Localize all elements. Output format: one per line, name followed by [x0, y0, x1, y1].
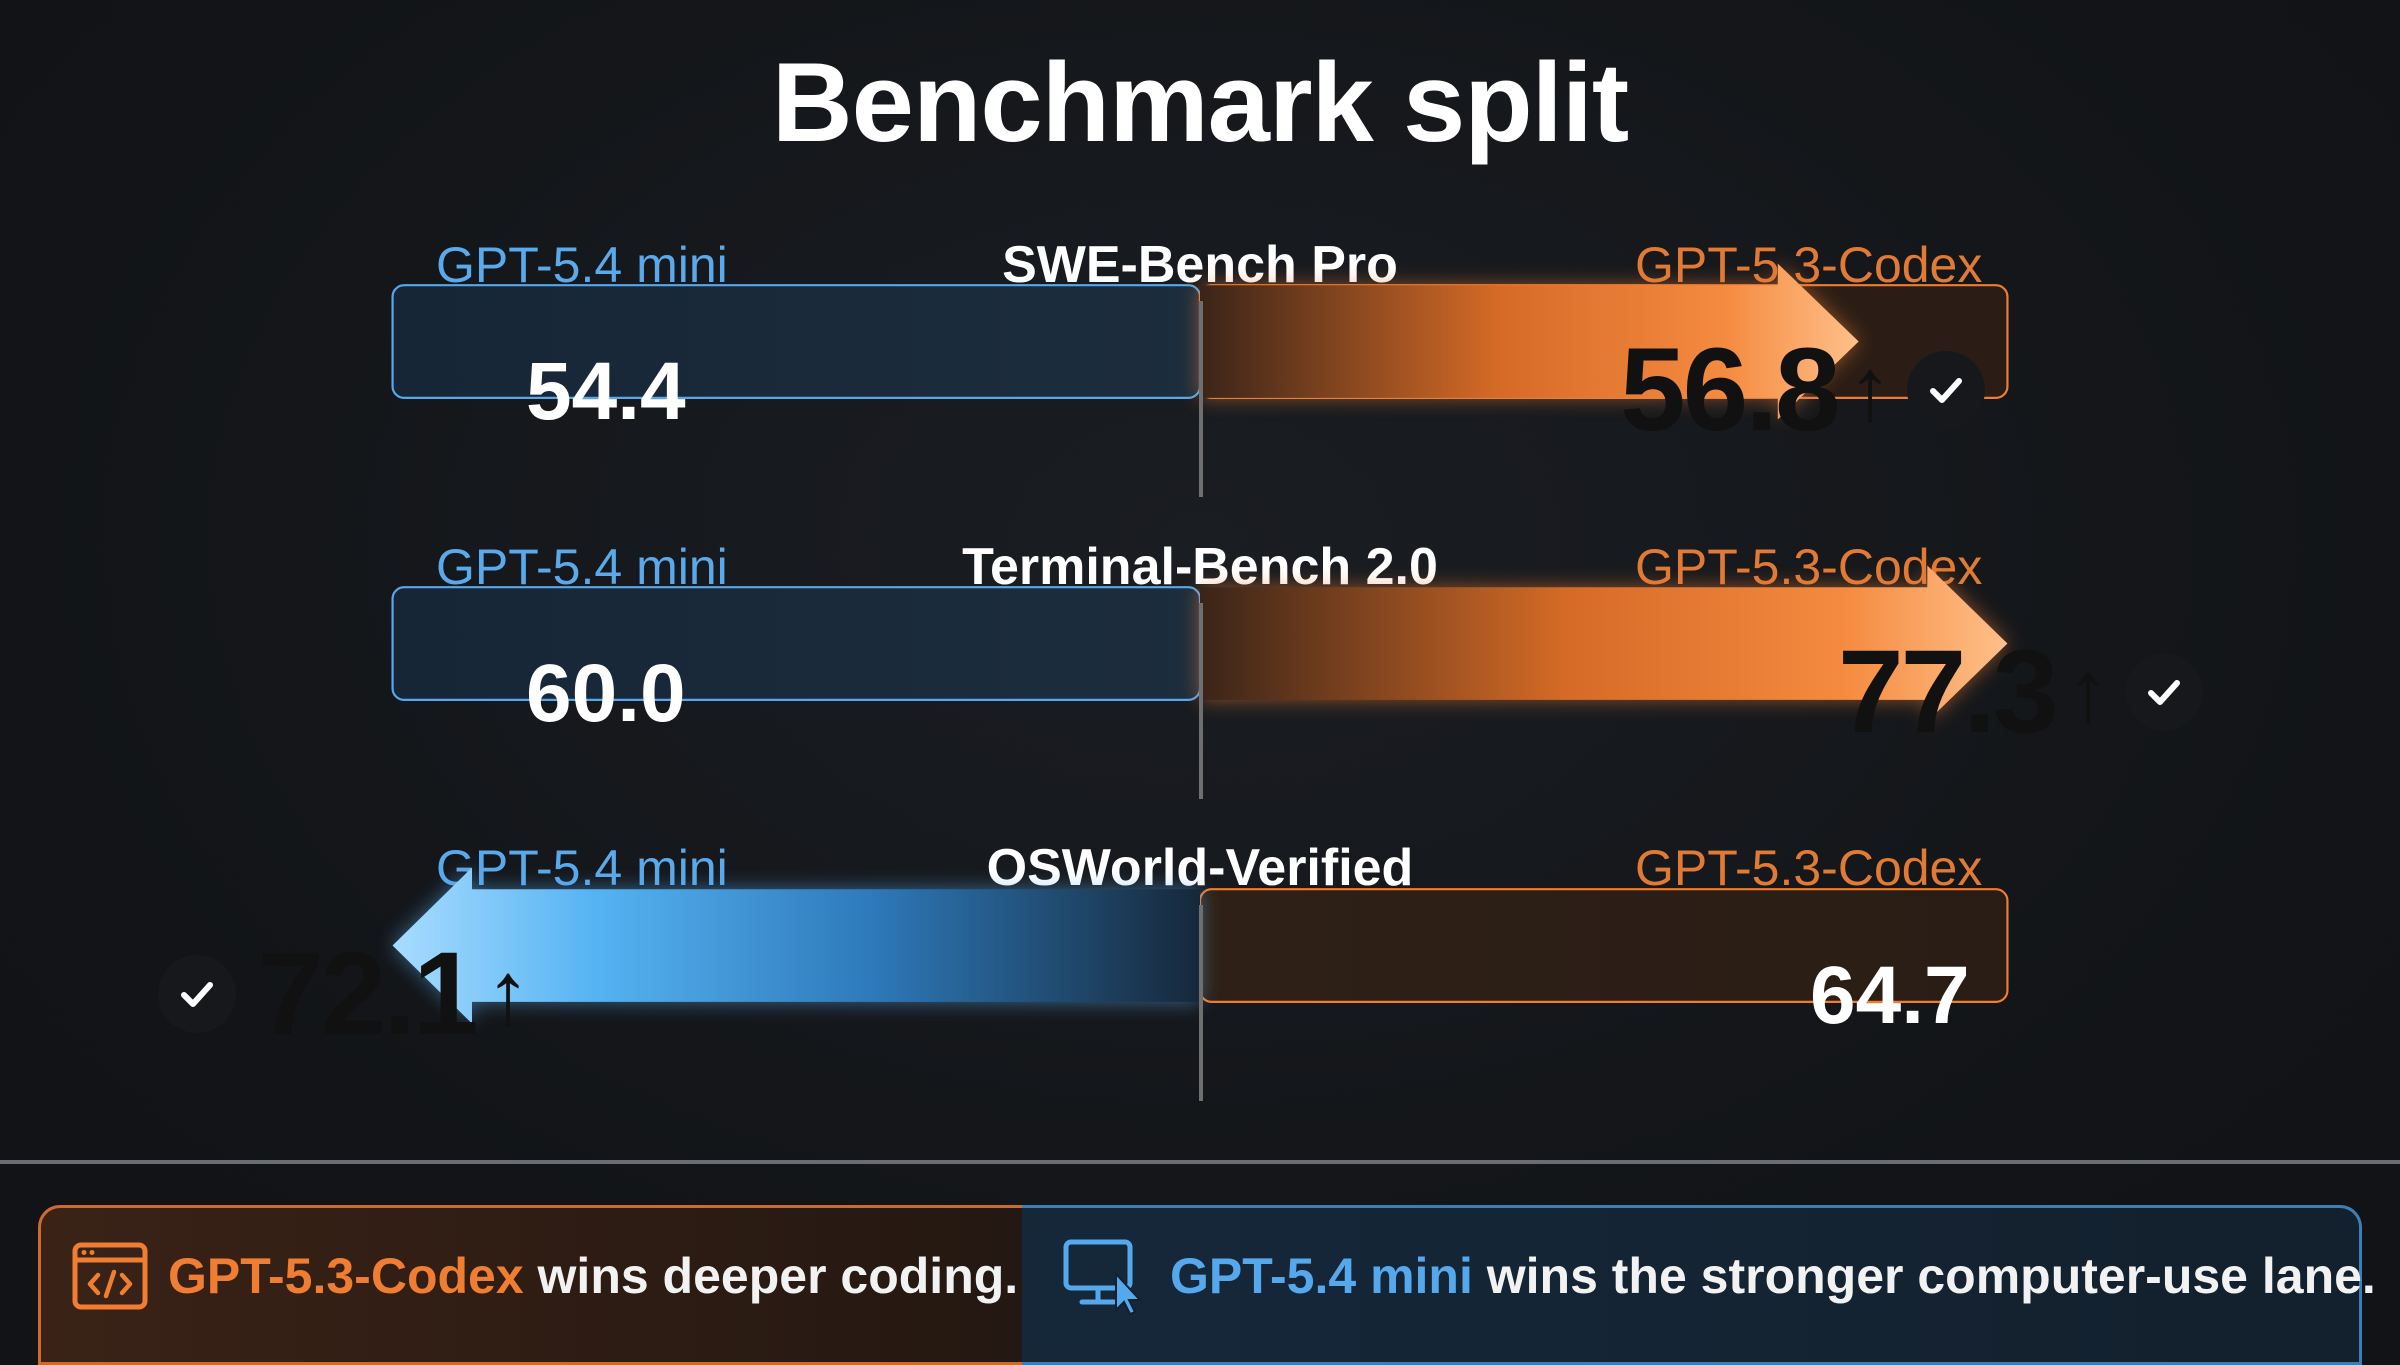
footer-right-model: GPT-5.4 mini	[1170, 1248, 1473, 1304]
footer-right-claim: wins the stronger computer-use lane.	[1472, 1248, 2376, 1304]
center-divider	[1199, 905, 1203, 1101]
check-circle-icon	[2124, 653, 2203, 731]
row-right-model-label: GPT-5.3-Codex	[1635, 237, 1983, 293]
mini-value: 60.0	[526, 648, 686, 739]
benchmark-name: OSWorld-Verified	[986, 839, 1414, 897]
up-arrow-icon: ↑	[1847, 340, 1893, 440]
row-left-model-label: GPT-5.4 mini	[436, 237, 728, 293]
codex-value: 64.7	[1810, 950, 1970, 1041]
footer-codex-panel	[38, 1205, 1023, 1365]
benchmark-bar-row	[392, 867, 2009, 1024]
center-divider	[1199, 301, 1203, 497]
monitor-cursor-icon	[1062, 1238, 1148, 1316]
winner-score: 77.3	[1838, 626, 2059, 758]
page-title: Benchmark split	[771, 40, 1629, 165]
code-window-icon	[72, 1242, 148, 1310]
footer-left-text: GPT-5.3-Codex wins deeper coding.	[168, 1246, 1018, 1306]
codex-value: 77.3 ↑	[1838, 633, 2203, 751]
check-circle-icon	[158, 955, 236, 1033]
benchmark-bar-row	[391, 263, 2009, 420]
up-arrow-icon: ↑	[485, 944, 531, 1044]
codex-value: 56.8 ↑	[1620, 331, 1985, 449]
winner-score: 56.8	[1620, 324, 1841, 456]
winner-score: 72.1	[258, 928, 479, 1060]
mini-value: 54.4	[526, 346, 686, 437]
footer-left-model: GPT-5.3-Codex	[168, 1248, 524, 1304]
divider	[0, 1160, 2400, 1164]
mini-winning-arrow	[392, 867, 1200, 1024]
codex-winning-arrow	[1200, 263, 1859, 420]
check-circle-icon	[1906, 351, 1985, 429]
row-right-model-label: GPT-5.3-Codex	[1635, 539, 1983, 595]
up-arrow-icon: ↑	[2065, 642, 2111, 742]
row-left-model-label: GPT-5.4 mini	[436, 539, 728, 595]
row-right-model-label: GPT-5.3-Codex	[1635, 840, 1983, 896]
row-left-model-label: GPT-5.4 mini	[436, 840, 728, 896]
footer-left-claim: wins deeper coding.	[523, 1248, 1019, 1304]
mini-bar	[391, 586, 1202, 701]
footer-right-text: GPT-5.4 mini wins the stronger computer-…	[1170, 1246, 2376, 1306]
benchmark-bar-row	[391, 565, 2008, 722]
codex-winning-arrow	[1200, 565, 2008, 722]
center-divider	[1199, 603, 1203, 799]
mini-bar	[391, 284, 1202, 399]
footer-mini-panel	[1022, 1205, 2362, 1365]
mini-value: 72.1 ↑	[158, 935, 531, 1053]
